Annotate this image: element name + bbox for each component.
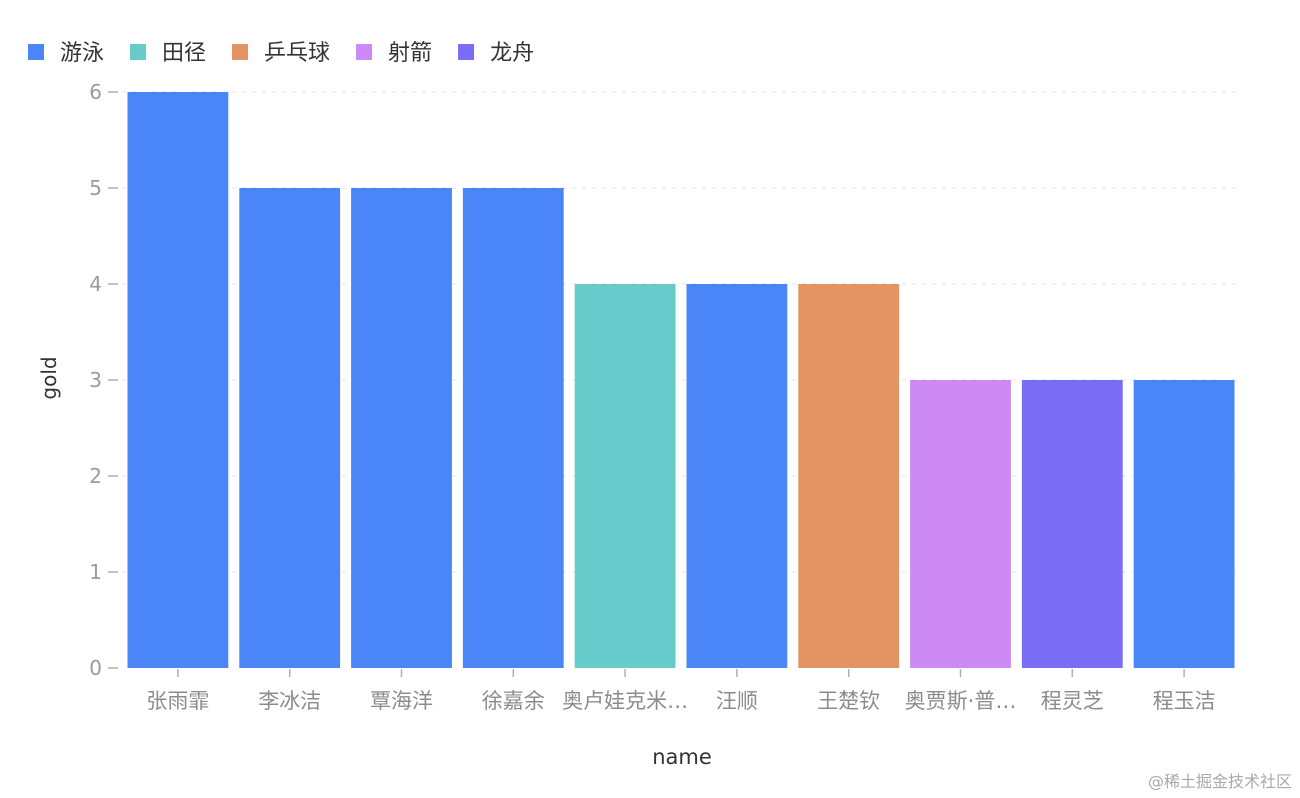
y-tick-label: 2: [89, 464, 102, 488]
legend-swatch: [458, 44, 475, 60]
x-tick-label: 张雨霏: [146, 689, 209, 713]
bar: [1021, 380, 1123, 668]
x-tick-label: 奥贾斯·普…: [905, 689, 1017, 713]
bar: [1133, 380, 1235, 668]
x-tick-label: 覃海洋: [370, 689, 433, 713]
y-tick-label: 0: [89, 656, 102, 680]
legend-swatch: [130, 44, 147, 60]
bar: [239, 188, 341, 668]
legend-swatch: [28, 44, 44, 60]
bar: [574, 284, 676, 668]
bar: [462, 188, 564, 668]
bar: [351, 188, 452, 668]
y-tick-label: 3: [89, 368, 102, 392]
x-tick-label: 徐嘉余: [482, 689, 545, 713]
legend-label: 射箭: [388, 41, 432, 66]
legend-swatch: [232, 44, 249, 60]
legend-label: 田径: [162, 41, 206, 66]
y-axis-title: gold: [37, 356, 61, 399]
watermark-text: @稀土掘金技术社区: [1147, 772, 1292, 791]
legend-label: 游泳: [60, 41, 104, 66]
bar: [127, 92, 229, 668]
x-axis-title: name: [652, 745, 712, 769]
bar: [910, 380, 1011, 668]
y-tick-label: 4: [89, 272, 102, 296]
y-tick-label: 6: [89, 80, 102, 104]
x-tick-label: 李冰洁: [258, 689, 321, 713]
legend-label: 龙舟: [490, 41, 534, 66]
x-tick-label: 程玉洁: [1153, 689, 1216, 713]
y-tick-label: 1: [89, 560, 102, 584]
x-tick-label: 汪顺: [716, 689, 758, 713]
legend-label: 乒乓球: [264, 41, 330, 66]
legend-swatch: [356, 44, 373, 60]
x-tick-label: 奥卢娃克米…: [562, 689, 688, 713]
y-tick-label: 5: [89, 176, 102, 200]
bar: [686, 284, 788, 668]
x-tick-label: 程灵芝: [1041, 689, 1104, 713]
bar: [798, 284, 900, 668]
x-tick-label: 王楚钦: [817, 689, 880, 713]
